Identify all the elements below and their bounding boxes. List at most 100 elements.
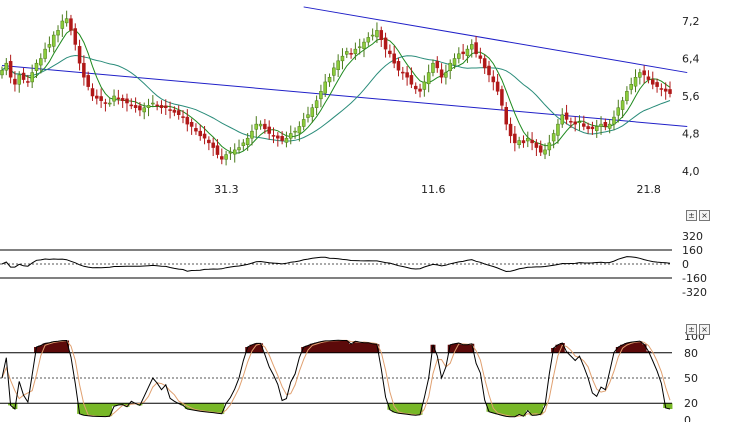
candle-body — [594, 126, 599, 131]
candle-body — [366, 37, 371, 43]
moving-average-line — [1, 29, 671, 154]
candle-body — [189, 122, 194, 127]
candle-body — [332, 67, 336, 76]
price-y-tick-label: 4,0 — [682, 165, 700, 178]
candle-body — [461, 51, 465, 55]
candle-body — [181, 116, 185, 118]
candle-body — [426, 72, 431, 85]
candle-body — [353, 48, 358, 55]
candle-body — [43, 48, 47, 59]
candle-body — [293, 130, 297, 133]
candle-body — [56, 30, 60, 36]
candle-body — [452, 58, 457, 66]
price-x-tick-label: 11.6 — [421, 183, 446, 196]
cci-expand-button[interactable]: ± — [686, 210, 697, 221]
candle-body — [280, 136, 284, 141]
stochastic-y-tick-label: 50 — [684, 372, 698, 385]
candle-body — [362, 41, 366, 49]
candle-body — [51, 34, 56, 47]
stochastic-oversold-fill — [8, 403, 673, 417]
candle-body — [254, 123, 259, 130]
candle-body — [629, 84, 633, 90]
candle-body — [388, 50, 392, 55]
candle-body — [646, 76, 651, 80]
candle-body — [176, 110, 181, 115]
candle-body — [310, 107, 315, 117]
candle-body — [207, 139, 211, 144]
candle-body — [577, 121, 582, 124]
candle-body — [405, 72, 409, 78]
candle-body — [375, 30, 379, 38]
candle-body — [263, 123, 267, 130]
candle-body — [323, 81, 327, 94]
candle-body — [478, 55, 483, 59]
cci-close-button[interactable]: × — [699, 210, 710, 221]
candle-body — [534, 142, 539, 148]
candle-body — [267, 126, 271, 134]
candle-body — [47, 44, 52, 48]
moving-average-line — [1, 54, 671, 142]
candle-body — [8, 61, 13, 78]
candle-body — [590, 126, 595, 130]
candle-body — [620, 100, 625, 110]
candle-body — [409, 75, 414, 85]
candle-body — [95, 95, 99, 99]
candle-body — [530, 139, 534, 144]
candle-body — [547, 142, 552, 151]
candle-body — [663, 88, 668, 92]
candle-body — [659, 88, 664, 90]
candle-body — [112, 95, 116, 102]
stochastic-line — [1, 339, 671, 418]
candle-body — [396, 61, 401, 71]
candle-body — [276, 135, 280, 139]
candle-body — [521, 140, 526, 144]
candle-body — [194, 128, 198, 132]
candle-body — [513, 133, 517, 144]
candle-body — [297, 126, 302, 134]
stochastic-expand-button[interactable]: ± — [686, 324, 697, 335]
candle-body — [357, 46, 362, 49]
price-y-tick-label: 6,4 — [682, 53, 700, 66]
candle-body — [220, 156, 224, 160]
candle-body — [13, 78, 17, 85]
candle-body — [612, 116, 616, 125]
candle-body — [82, 62, 86, 78]
candle-body — [569, 121, 573, 123]
candle-body — [125, 98, 129, 104]
candle-body — [151, 102, 155, 105]
candle-body — [392, 53, 396, 64]
candle-body — [250, 130, 254, 139]
stochastic-overbought-fill — [34, 340, 651, 353]
candle-body — [564, 112, 569, 120]
candle-body — [237, 147, 241, 151]
candle-body — [538, 145, 543, 153]
candle-body — [116, 97, 121, 100]
candle-body — [215, 145, 220, 155]
candle-body — [607, 123, 612, 129]
candle-body — [603, 122, 608, 127]
candle-body — [103, 102, 108, 104]
candle-body — [444, 72, 448, 78]
candle-body — [77, 46, 82, 64]
cci-y-tick-label: -160 — [682, 272, 707, 285]
candle-body — [383, 37, 388, 50]
candle-body — [34, 62, 39, 71]
candle-body — [573, 121, 577, 125]
candle-body — [198, 130, 203, 137]
stochastic-y-tick-label: 0 — [684, 414, 691, 422]
stochastic-close-button[interactable]: × — [699, 324, 710, 335]
candle-body — [142, 107, 146, 113]
candle-body — [586, 126, 590, 130]
candle-body — [164, 105, 168, 108]
candle-body — [551, 133, 556, 142]
candle-body — [211, 142, 215, 148]
candle-body — [508, 123, 513, 137]
trendline — [1, 65, 688, 127]
candle-body — [651, 79, 655, 85]
price-panel: 7,2 6,4 5,6 4,8 4,0 31.3 11.6 21.8 — [0, 6, 700, 196]
candle-body — [284, 137, 289, 143]
candle-body — [422, 81, 427, 90]
candle-body — [301, 119, 306, 127]
